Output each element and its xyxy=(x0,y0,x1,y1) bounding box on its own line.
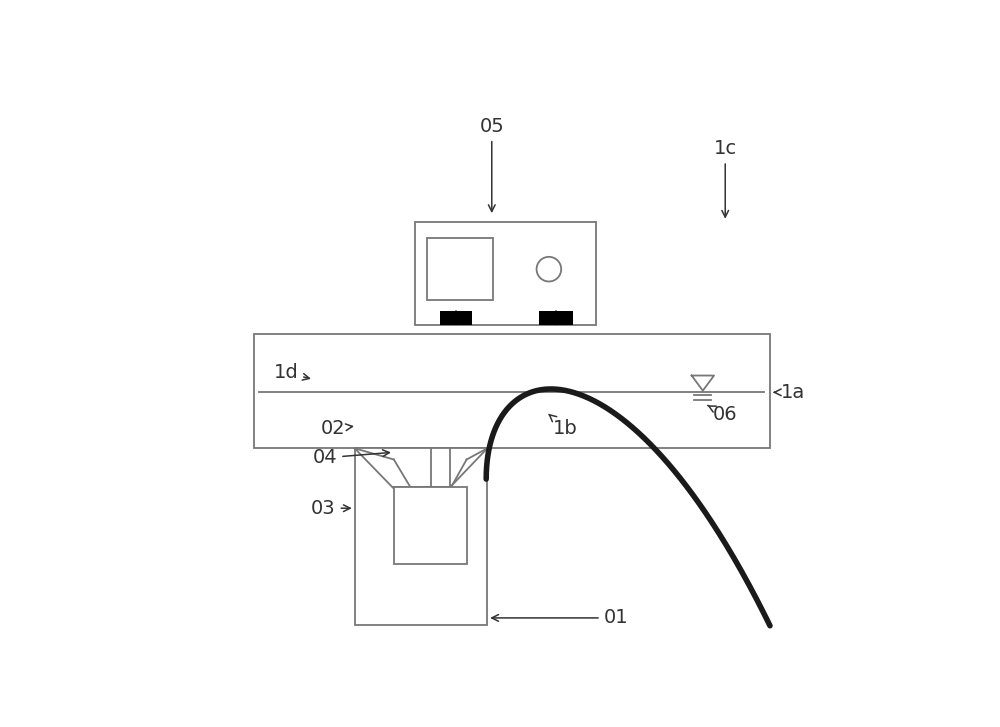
Text: 06: 06 xyxy=(708,405,738,425)
Text: 04: 04 xyxy=(313,449,389,467)
Text: 05: 05 xyxy=(479,117,504,212)
Bar xyxy=(539,311,573,325)
Bar xyxy=(415,222,596,325)
Text: 1c: 1c xyxy=(714,140,737,217)
Text: 1b: 1b xyxy=(549,414,578,438)
Bar xyxy=(254,334,770,449)
Bar xyxy=(440,311,472,325)
Text: 02: 02 xyxy=(321,419,352,438)
Bar xyxy=(427,238,493,300)
Text: 01: 01 xyxy=(492,608,628,627)
Circle shape xyxy=(537,257,561,281)
Text: 03: 03 xyxy=(311,499,350,518)
Bar xyxy=(394,488,467,564)
Text: 1a: 1a xyxy=(774,383,805,402)
Bar xyxy=(355,449,487,624)
Text: 1d: 1d xyxy=(273,364,309,382)
